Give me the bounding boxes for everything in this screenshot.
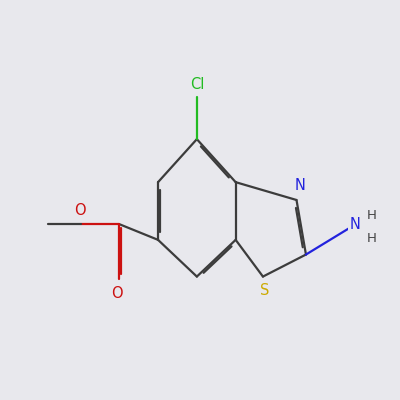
Text: Cl: Cl <box>190 77 204 92</box>
Text: O: O <box>75 203 86 218</box>
Text: S: S <box>260 283 270 298</box>
Text: O: O <box>111 286 123 301</box>
Text: N: N <box>350 217 361 232</box>
Text: N: N <box>294 178 305 193</box>
Text: H: H <box>367 209 377 222</box>
Text: H: H <box>367 232 377 245</box>
